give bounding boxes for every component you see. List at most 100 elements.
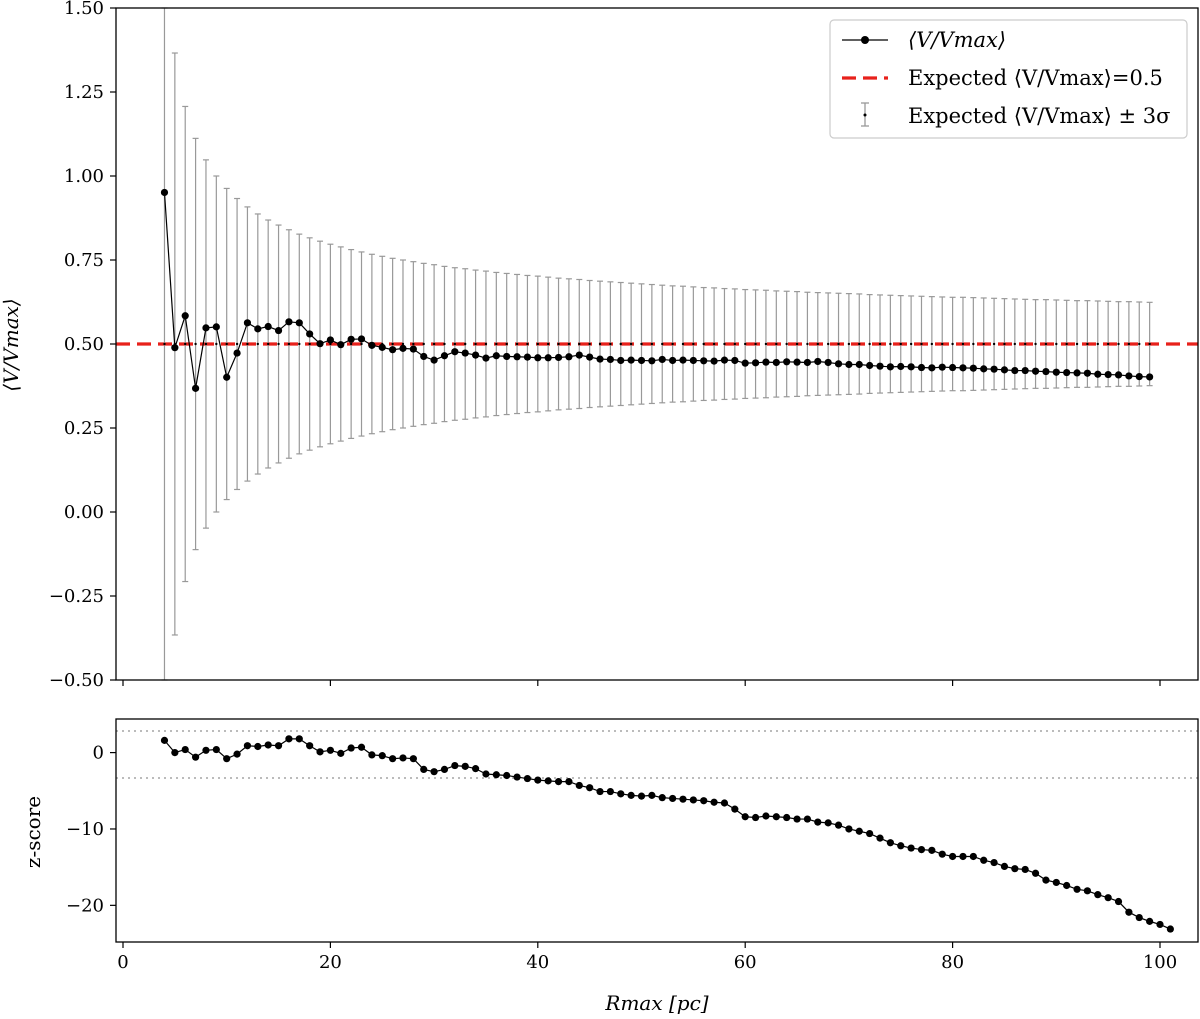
zscore-point bbox=[803, 815, 812, 823]
vvmax-point bbox=[751, 359, 760, 367]
errorbar-center-marker bbox=[1106, 342, 1110, 346]
zscore-point bbox=[637, 792, 646, 800]
top-y-ticks: −0.50 −0.25 0.00 0.25 0.50 0.75 1.00 1.25 1.50 bbox=[49, 0, 116, 691]
errorbar-center-marker bbox=[806, 342, 809, 346]
vvmax-point bbox=[306, 330, 314, 338]
errorbar-center-marker bbox=[733, 342, 737, 346]
errorbar-center-marker bbox=[308, 342, 311, 346]
top-y-tick-label: −0.50 bbox=[49, 670, 104, 691]
zscore-point bbox=[233, 750, 241, 758]
errorbar-center-marker bbox=[1127, 342, 1131, 346]
errorbar-center-marker bbox=[1055, 342, 1058, 346]
vvmax-point bbox=[1146, 373, 1154, 381]
legend-box bbox=[829, 19, 1188, 139]
vvmax-point bbox=[1063, 368, 1071, 377]
errorbar-center-marker bbox=[609, 342, 612, 346]
zscore-point bbox=[523, 774, 532, 783]
zscore-point bbox=[420, 765, 428, 774]
zscore-point bbox=[368, 751, 376, 759]
legend: ⟨V/Vmax⟩ Expected ⟨V/Vmax⟩=0.5 Expected … bbox=[829, 19, 1188, 139]
vvmax-point bbox=[938, 363, 946, 371]
zscore-point bbox=[814, 818, 822, 826]
zscore-point bbox=[1094, 891, 1102, 899]
errorbar-center-marker bbox=[401, 342, 405, 346]
errorbar-center-marker bbox=[1075, 342, 1079, 346]
zscore-point bbox=[347, 744, 355, 752]
vvmax-point bbox=[803, 358, 812, 367]
bottom-panel: 0 −10 −20 0 20 40 60 80 100 z-score Rmax [pc] bbox=[21, 718, 1199, 1015]
errorbar-center-marker bbox=[692, 342, 695, 346]
vvmax-point bbox=[575, 351, 583, 359]
top-y-axis-label: ⟨V/Vmax⟩ bbox=[0, 298, 23, 391]
vvmax-point bbox=[720, 356, 729, 364]
errorbar-center-marker bbox=[495, 342, 498, 346]
bottom-y-tick-label: 0 bbox=[93, 743, 104, 764]
zscore-point bbox=[440, 765, 449, 774]
zscore-point bbox=[471, 765, 480, 773]
top-panel: −0.50 −0.25 0.00 0.25 0.50 0.75 1.00 1.25 1.50 ⟨… bbox=[0, 0, 1199, 691]
vvmax-point bbox=[160, 188, 169, 197]
vvmax-point bbox=[274, 326, 283, 335]
zscore-point bbox=[254, 742, 262, 751]
zscore-point bbox=[389, 755, 397, 763]
vvmax-point bbox=[969, 364, 977, 372]
errorbar-center-marker bbox=[920, 342, 923, 346]
zscore-point bbox=[1114, 897, 1123, 906]
vvmax-line bbox=[163, 192, 1150, 389]
zscore-point bbox=[866, 829, 874, 838]
errorbar-center-marker bbox=[629, 342, 633, 346]
bottom-y-axis-label: z-score bbox=[21, 796, 45, 868]
vvmax-point bbox=[834, 360, 843, 368]
bottom-x-tick-label: 80 bbox=[941, 952, 964, 973]
zscore-point bbox=[1000, 862, 1009, 870]
zscore-point bbox=[949, 852, 957, 861]
zscore-point bbox=[378, 752, 386, 760]
errorbar-center-marker bbox=[1044, 342, 1048, 346]
errorbar-center-marker bbox=[640, 342, 643, 346]
errorbar-center-marker bbox=[754, 342, 757, 346]
legend-entry-expected: Expected ⟨V/Vmax⟩=0.5 bbox=[908, 66, 1163, 90]
zscore-point bbox=[191, 753, 200, 761]
errorbar-center-marker bbox=[1086, 342, 1089, 346]
vvmax-point bbox=[907, 363, 915, 371]
zscore-point bbox=[399, 754, 407, 762]
vvmax-point bbox=[617, 356, 625, 365]
vvmax-point bbox=[461, 349, 469, 357]
vvmax-point bbox=[451, 348, 459, 356]
zscore-point bbox=[886, 839, 894, 847]
errorbar-center-marker bbox=[1148, 342, 1151, 346]
errorbar-center-marker bbox=[536, 342, 539, 346]
zscore-point bbox=[202, 746, 210, 754]
errorbar-center-marker bbox=[360, 342, 363, 346]
vvmax-point bbox=[886, 363, 894, 371]
zscore-point bbox=[181, 745, 189, 754]
zscore-point bbox=[1042, 876, 1050, 884]
vvmax-point bbox=[586, 353, 594, 361]
vvmax-point bbox=[554, 353, 563, 362]
errorbar-center-marker bbox=[588, 342, 591, 346]
vvmax-point bbox=[1042, 367, 1050, 376]
errorbar-center-marker bbox=[1065, 342, 1068, 346]
vvmax-point bbox=[1052, 368, 1060, 376]
bottom-x-ticks: 0 20 40 60 80 100 bbox=[117, 942, 1177, 973]
vvmax-point bbox=[347, 335, 355, 343]
errorbar-center-marker bbox=[889, 342, 892, 346]
vvmax-point bbox=[409, 345, 417, 353]
bottom-x-tick-label: 40 bbox=[526, 952, 549, 973]
errorbar-center-marker bbox=[412, 342, 415, 346]
errorbar-center-marker bbox=[785, 342, 788, 346]
errorbar-center-marker bbox=[858, 342, 861, 346]
bottom-y-tick-label: −10 bbox=[66, 819, 104, 840]
legend-entry-series: ⟨V/Vmax⟩ bbox=[908, 28, 1006, 52]
zscore-point bbox=[223, 755, 231, 763]
vvmax-point bbox=[814, 357, 822, 366]
errorbar-center-marker bbox=[225, 342, 228, 346]
vvmax-point bbox=[772, 358, 780, 367]
errorbar-center-marker bbox=[277, 342, 280, 346]
zscore-point bbox=[1052, 878, 1060, 887]
zscore-point bbox=[1104, 894, 1112, 902]
zscore-point bbox=[461, 762, 469, 770]
zscore-point bbox=[617, 790, 625, 798]
errorbar-center-marker bbox=[287, 342, 291, 346]
zscore-point bbox=[876, 834, 884, 842]
